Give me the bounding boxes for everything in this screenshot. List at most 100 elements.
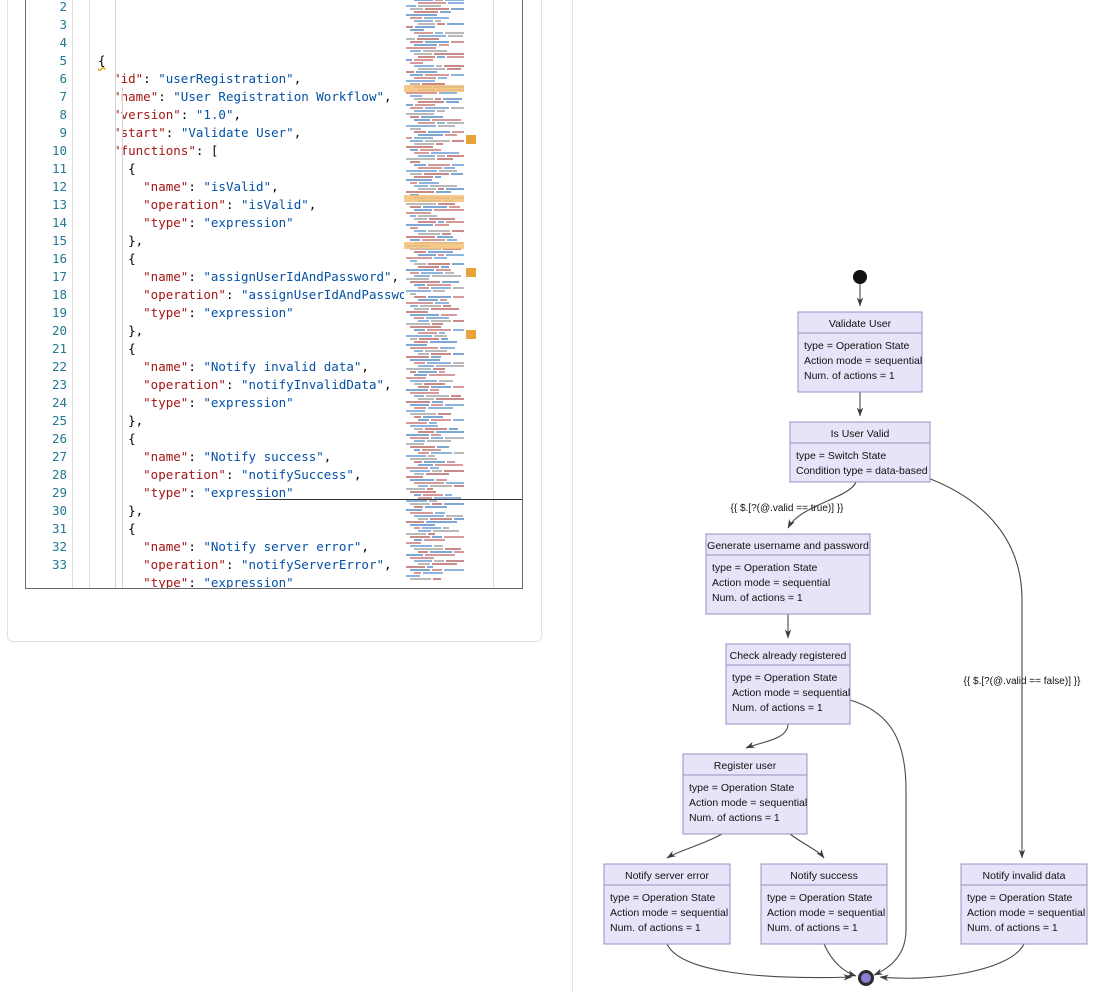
code-line[interactable]: "id": "userRegistration",: [98, 70, 522, 88]
code-line[interactable]: "name": "isValid",: [98, 178, 522, 196]
code-editor[interactable]: 1234567891011121314151617181920212223242…: [25, 0, 523, 589]
edge-isvalid-to-notifyinvalid[interactable]: [927, 477, 1026, 859]
warning-marker[interactable]: [466, 135, 476, 144]
minimap-token: [410, 304, 418, 307]
panel-divider[interactable]: [572, 0, 573, 992]
code-line[interactable]: "name": "Notify server error",: [98, 538, 522, 556]
minimap-token: [447, 460, 455, 463]
code-token: :: [188, 575, 204, 588]
minimap-token: [430, 184, 457, 187]
minimap-line: [404, 418, 464, 421]
code-line[interactable]: "operation": "notifyServerError",: [98, 556, 522, 574]
minimap[interactable]: [404, 0, 464, 588]
code-line[interactable]: "operation": "notifySuccess",: [98, 466, 522, 484]
warning-marker[interactable]: [466, 330, 476, 339]
minimap-token: [429, 550, 453, 553]
minimap-token: [406, 421, 427, 424]
minimap-line: [404, 49, 464, 52]
code-line[interactable]: "functions": [: [98, 142, 522, 160]
code-token: :: [188, 215, 204, 230]
state-node-registerUser[interactable]: Register user type = Operation State Actio…: [682, 753, 808, 835]
edge-isvalid-to-generate[interactable]: [787, 481, 857, 529]
code-token: :: [225, 377, 242, 392]
code-line[interactable]: "version": "1.0",: [98, 106, 522, 124]
minimap-line: [404, 73, 464, 76]
code-line[interactable]: "operation": "assignUserIdAndPassword",: [98, 286, 522, 304]
minimap-token: [432, 562, 457, 565]
minimap-line: [404, 112, 464, 115]
minimap-token: [414, 142, 434, 145]
state-node-notifyInvalidData[interactable]: Notify invalid data type = Operation Stat…: [960, 863, 1088, 945]
edge-register-to-servererror[interactable]: [666, 833, 723, 859]
code-line[interactable]: "name": "User Registration Workflow",: [98, 88, 522, 106]
minimap-token: [410, 106, 423, 109]
code-line[interactable]: "name": "assignUserIdAndPassword",: [98, 268, 522, 286]
edge-success-to-end[interactable]: [823, 943, 857, 977]
state-node-checkAlreadyRegistered[interactable]: Check already registered type = Operation…: [725, 643, 851, 725]
minimap-token: [406, 112, 434, 115]
line-number: 24: [51, 395, 67, 410]
code-line[interactable]: "type": "expression": [98, 574, 522, 588]
workflow-diagram[interactable]: Validate User type = Operation State Actio…: [573, 0, 1115, 992]
minimap-line: [404, 379, 464, 382]
code-line[interactable]: },: [98, 502, 522, 520]
edge-notifyinvalid-to-end[interactable]: [879, 943, 1025, 982]
state-node-validateUser[interactable]: Validate User type = Operation State Actio…: [797, 311, 923, 393]
horizontal-scrollbar[interactable]: [256, 499, 522, 500]
node-title: Generate username and password: [707, 540, 869, 552]
code-line[interactable]: "operation": "notifyInvalidData",: [98, 376, 522, 394]
code-line[interactable]: "start": "Validate User",: [98, 124, 522, 142]
edge-check-to-register[interactable]: [745, 723, 789, 749]
state-node-notifySuccess[interactable]: Notify success type = Operation State Acti…: [760, 863, 888, 945]
code-line[interactable]: {: [98, 52, 522, 70]
line-number: 11: [51, 161, 67, 176]
code-line[interactable]: },: [98, 412, 522, 430]
code-line[interactable]: "operation": "isValid",: [98, 196, 522, 214]
code-token: : [: [195, 143, 219, 158]
minimap-line: [404, 547, 464, 550]
node-detail-line: Num. of actions = 1: [712, 592, 803, 604]
code-line[interactable]: {: [98, 520, 522, 538]
minimap-token: [410, 280, 440, 283]
minimap-token: [446, 100, 459, 103]
minimap-token: [445, 547, 461, 550]
code-line[interactable]: {: [98, 250, 522, 268]
code-line[interactable]: {: [98, 430, 522, 448]
state-node-isUserValid[interactable]: Is User Valid type = Switch State Conditio…: [789, 421, 931, 483]
edge-check-to-end[interactable]: [849, 699, 907, 976]
code-line[interactable]: {: [98, 340, 522, 358]
minimap-line: [404, 517, 464, 520]
code-line[interactable]: "type": "expression": [98, 484, 522, 502]
start-node[interactable]: [853, 270, 867, 284]
state-node-notifyServerError[interactable]: Notify server error type = Operation Stat…: [603, 863, 731, 945]
code-line[interactable]: },: [98, 322, 522, 340]
warning-marker[interactable]: [466, 268, 476, 277]
minimap-token: [406, 178, 432, 181]
state-node-generateUsernamePassword[interactable]: Generate username and password type = Ope…: [705, 533, 871, 615]
end-node[interactable]: [858, 970, 874, 986]
edge-register-to-success[interactable]: [789, 833, 825, 859]
minimap-token: [410, 337, 417, 340]
code-content[interactable]: { "id": "userRegistration", "name": "Use…: [90, 0, 522, 588]
edge-servererror-to-end[interactable]: [666, 943, 853, 981]
overview-ruler[interactable]: [464, 0, 478, 588]
minimap-token: [410, 115, 419, 118]
minimap-line: [404, 430, 464, 433]
code-line[interactable]: "type": "expression": [98, 304, 522, 322]
code-line[interactable]: {: [98, 160, 522, 178]
code-area[interactable]: 1234567891011121314151617181920212223242…: [26, 0, 522, 588]
minimap-token: [414, 163, 427, 166]
minimap-line: [404, 550, 464, 553]
code-line[interactable]: "type": "expression": [98, 214, 522, 232]
minimap-token: [436, 55, 446, 58]
code-token: "Notify invalid data": [203, 359, 362, 374]
minimap-token: [406, 124, 436, 127]
code-line[interactable]: "name": "Notify invalid data",: [98, 358, 522, 376]
minimap-token: [406, 433, 429, 436]
code-line[interactable]: "name": "Notify success",: [98, 448, 522, 466]
minimap-token: [429, 499, 437, 502]
fold-margin[interactable]: [73, 0, 90, 588]
node-detail-line: type = Operation State: [610, 892, 716, 904]
code-line[interactable]: },: [98, 232, 522, 250]
code-line[interactable]: "type": "expression": [98, 394, 522, 412]
